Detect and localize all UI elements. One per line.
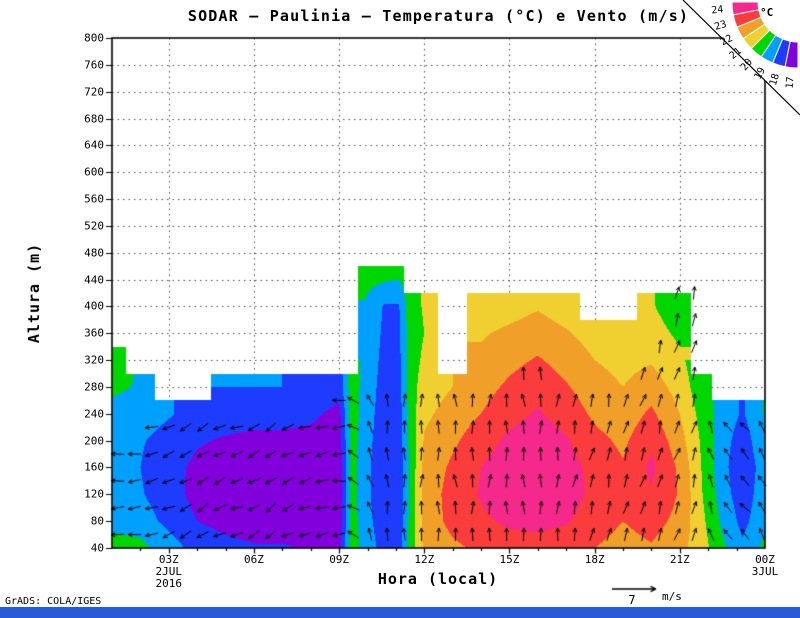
x-tick-label: 06Z xyxy=(244,553,264,566)
y-tick-label: 680 xyxy=(84,112,104,126)
y-tick-label: 480 xyxy=(84,246,104,260)
legend-value-label: 22 xyxy=(719,33,735,48)
legend-wedge-17 xyxy=(784,40,799,69)
y-tick-label: 240 xyxy=(84,407,104,421)
x-tick-label: 00Z xyxy=(755,553,775,566)
legend-value-label: 19 xyxy=(753,66,768,82)
date-label-start: 2016 xyxy=(155,577,183,590)
y-tick-label: 520 xyxy=(84,219,104,233)
y-tick-label: 200 xyxy=(84,434,104,448)
y-tick-label: 400 xyxy=(84,299,104,313)
taskbar-strip xyxy=(0,607,800,618)
x-tick-label: 15Z xyxy=(499,553,520,566)
y-tick-label: 40 xyxy=(90,541,104,555)
x-tick-label: 09Z xyxy=(329,553,350,566)
y-tick-label: 360 xyxy=(84,326,104,340)
date-label-end: 3JUL xyxy=(751,565,779,578)
y-axis-label: Altura (m) xyxy=(25,242,43,344)
y-tick-label: 560 xyxy=(84,192,104,206)
x-tick-label: 18Z xyxy=(584,553,605,566)
x-axis-label: Hora (local) xyxy=(377,570,499,588)
y-tick-label: 80 xyxy=(90,514,104,528)
x-tick-label: 21Z xyxy=(669,553,690,566)
y-tick-label: 280 xyxy=(84,380,104,394)
chart-title: SODAR – Paulinia – Temperatura (°C) e Ve… xyxy=(187,7,690,25)
y-tick-label: 160 xyxy=(84,460,104,474)
legend-separator-line xyxy=(682,0,800,116)
wind-scale-value: 7 xyxy=(628,593,636,607)
y-tick-label: 720 xyxy=(84,85,104,99)
legend-value-label: 17 xyxy=(784,76,796,89)
legend-value-label: 23 xyxy=(713,19,728,33)
x-tick-label: 03Z xyxy=(158,553,179,566)
y-tick-label: 120 xyxy=(84,487,104,501)
y-tick-label: 800 xyxy=(84,31,104,45)
y-tick-label: 640 xyxy=(84,138,104,152)
y-tick-label: 600 xyxy=(84,165,104,179)
y-tick-label: 760 xyxy=(84,58,104,72)
temp-unit-label: °C xyxy=(760,6,774,19)
y-tick-label: 440 xyxy=(84,273,104,287)
legend-value-label: 24 xyxy=(711,4,724,16)
date-label-start: 2JUL xyxy=(155,565,183,578)
y-tick-label: 320 xyxy=(84,353,104,367)
credit-text: GrADS: COLA/IGES xyxy=(5,596,102,607)
wind-scale-unit: m/s xyxy=(662,590,682,603)
legend-value-label: 18 xyxy=(768,72,782,87)
x-tick-label: 12Z xyxy=(414,553,435,566)
